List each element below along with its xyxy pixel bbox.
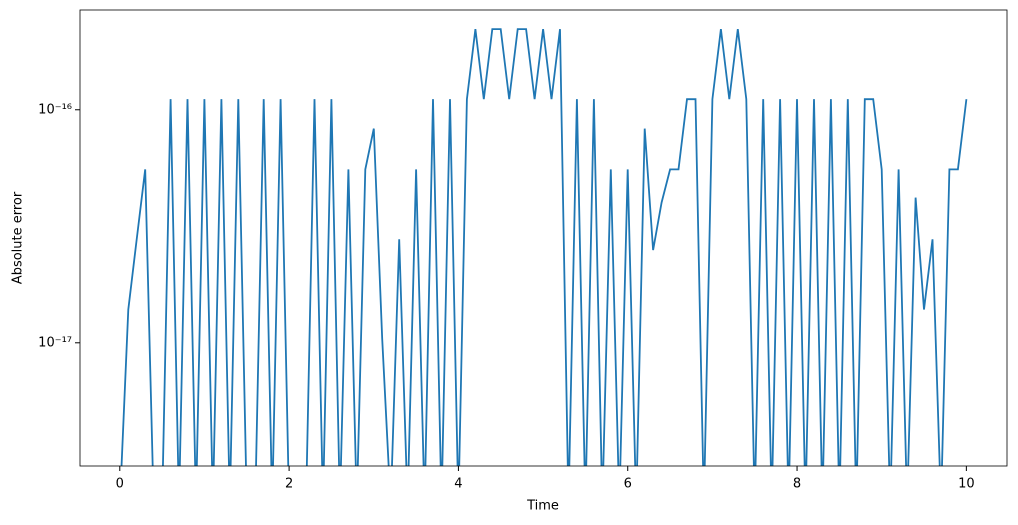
y-axis-label: Absolute error [11,191,26,284]
x-tick-label: 0 [116,477,124,492]
x-tick-label: 10 [958,477,975,492]
x-tick-label: 4 [454,477,462,492]
plot-area [120,28,968,466]
x-tick-label: 8 [793,477,801,492]
x-tick-label: 2 [285,477,293,492]
x-axis-label: Time [526,499,559,514]
data-line [120,28,968,466]
x-tick-label: 6 [624,477,632,492]
y-tick-label: 10⁻¹⁷ [38,335,72,350]
y-tick-label: 10⁻¹⁶ [38,102,72,117]
plot-frame [79,9,1008,467]
